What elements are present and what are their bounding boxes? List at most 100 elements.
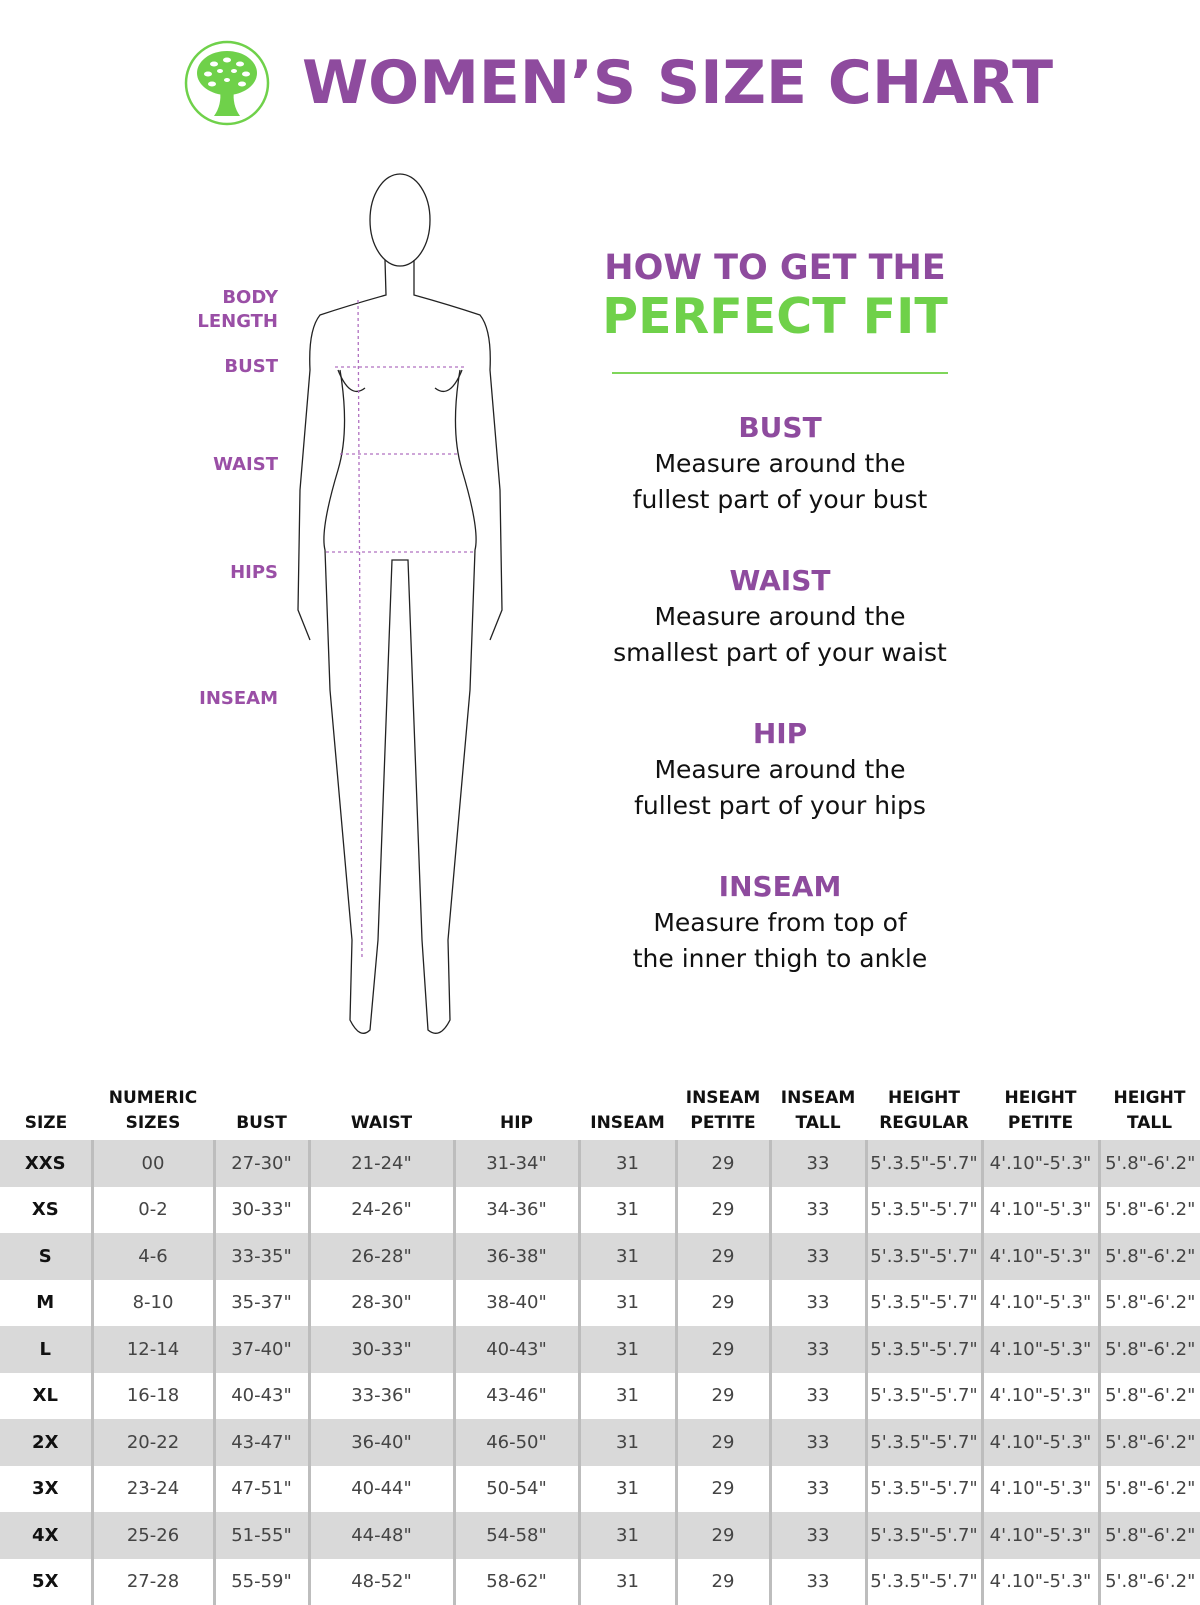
guide-section-inseam: INSEAM Measure from top of the inner thi… [580,869,980,977]
column-header-text: INSEAM [770,1086,866,1111]
table-cell: 5'.8"-6'.2" [1099,1233,1200,1280]
table-cell: 48-52" [309,1559,454,1605]
column-header-text: WAIST [309,1111,454,1136]
table-cell: 4'.10"-5'.3" [982,1233,1099,1280]
section-text: smallest part of your waist [580,635,980,671]
table-cell: 23-24 [92,1466,214,1513]
table-cell: 29 [676,1326,770,1373]
table-cell: 33 [770,1512,866,1559]
table-cell: 37-40" [214,1326,309,1373]
table-cell: S [0,1233,92,1280]
table-cell: 21-24" [309,1140,454,1187]
column-header-text: INSEAM [579,1111,676,1136]
table-cell: 5'.3.5"-5'.7" [866,1559,982,1605]
table-cell: 4'.10"-5'.3" [982,1466,1099,1513]
column-header-text: REGULAR [866,1111,982,1136]
column-header-text: PETITE [676,1111,770,1136]
guide-section-hip: HIP Measure around the fullest part of y… [580,716,980,824]
table-cell: 0-2 [92,1187,214,1234]
table-cell: 31 [579,1280,676,1327]
table-cell: 5'.3.5"-5'.7" [866,1187,982,1234]
guide-heading-line1: HOW TO GET THE [600,248,950,288]
table-cell: 47-51" [214,1466,309,1513]
table-cell: 5'.8"-6'.2" [1099,1373,1200,1420]
table-cell: 33 [770,1326,866,1373]
table-cell: 31 [579,1373,676,1420]
column-header: HIP [454,1086,579,1140]
table-cell: 4X [0,1512,92,1559]
table-cell: 5'.3.5"-5'.7" [866,1373,982,1420]
table-cell: 33 [770,1466,866,1513]
divider [612,372,948,374]
table-cell: 5'.8"-6'.2" [1099,1326,1200,1373]
table-cell: 58-62" [454,1559,579,1605]
table-cell: 33 [770,1187,866,1234]
table-cell: 4'.10"-5'.3" [982,1559,1099,1605]
figure-label-bust: BUST [224,355,278,379]
table-cell: 30-33" [309,1326,454,1373]
section-text: Measure around the [580,752,980,788]
table-cell: 33 [770,1373,866,1420]
table-cell: 4'.10"-5'.3" [982,1326,1099,1373]
section-text: Measure from top of [580,905,980,941]
table-cell: 50-54" [454,1466,579,1513]
table-cell: 5'.8"-6'.2" [1099,1280,1200,1327]
column-header-text: HEIGHT [982,1086,1099,1111]
table-cell: 40-44" [309,1466,454,1513]
table-cell: 31 [579,1559,676,1605]
section-title: HIP [580,716,980,752]
table-cell: 35-37" [214,1280,309,1327]
table-cell: 31 [579,1187,676,1234]
column-header: SIZE [0,1086,92,1140]
guide-section-waist: WAIST Measure around the smallest part o… [580,563,980,671]
table-cell: 33-35" [214,1233,309,1280]
table-cell: 31 [579,1140,676,1187]
table-cell: 40-43" [454,1326,579,1373]
table-cell: 44-48" [309,1512,454,1559]
section-text: the inner thigh to ankle [580,941,980,977]
table-cell: 33 [770,1559,866,1605]
table-cell: 36-40" [309,1419,454,1466]
table-cell: 5'.3.5"-5'.7" [866,1466,982,1513]
table-cell: 29 [676,1512,770,1559]
table-cell: 38-40" [454,1280,579,1327]
column-header-text: HIP [454,1111,579,1136]
table-cell: XS [0,1187,92,1234]
table-cell: 27-28 [92,1559,214,1605]
table-cell: 43-46" [454,1373,579,1420]
table-cell: 4'.10"-5'.3" [982,1373,1099,1420]
table-cell: 4'.10"-5'.3" [982,1140,1099,1187]
column-header: INSEAM [579,1086,676,1140]
table-cell: 28-30" [309,1280,454,1327]
table-cell: 33 [770,1140,866,1187]
column-header-text: BUST [214,1111,309,1136]
table-cell: 8-10 [92,1280,214,1327]
column-header: BUST [214,1086,309,1140]
section-text: Measure around the [580,446,980,482]
table-cell: XXS [0,1140,92,1187]
column-header-text: PETITE [982,1111,1099,1136]
table-cell: 27-30" [214,1140,309,1187]
table-cell: 5'.3.5"-5'.7" [866,1512,982,1559]
table-cell: 2X [0,1419,92,1466]
table-cell: 29 [676,1140,770,1187]
table-cell: 5'.3.5"-5'.7" [866,1140,982,1187]
table-cell: 29 [676,1280,770,1327]
table-cell: 29 [676,1233,770,1280]
table-cell: 31 [579,1512,676,1559]
table-cell: 5'.8"-6'.2" [1099,1419,1200,1466]
body-figure-illustration [290,170,510,1060]
table-cell: 29 [676,1466,770,1513]
table-cell: XL [0,1373,92,1420]
